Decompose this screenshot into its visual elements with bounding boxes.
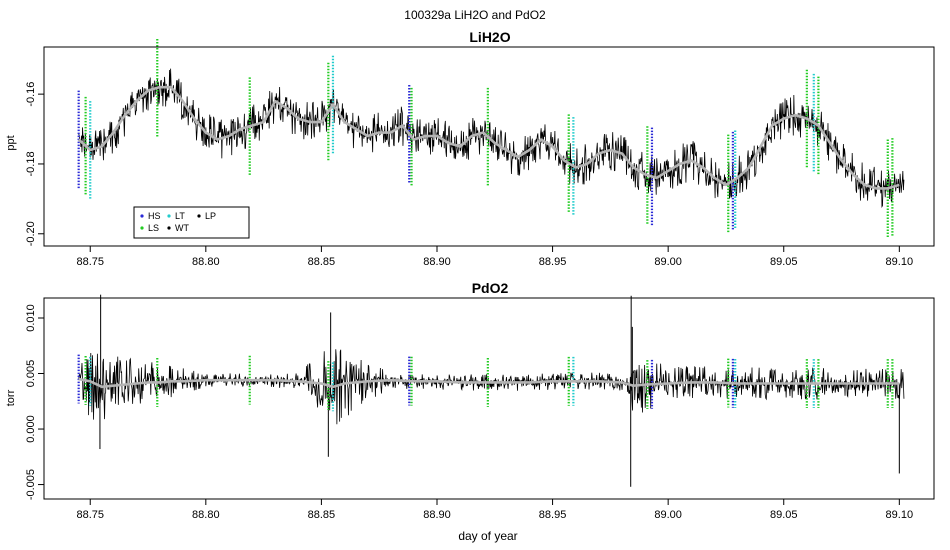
- x-tick-label: 88.80: [192, 256, 220, 268]
- legend-symbol-lt: [167, 214, 171, 218]
- x-tick-label: 89.10: [886, 509, 914, 521]
- smoothed-series-line: [78, 377, 900, 389]
- x-tick-label: 88.75: [76, 256, 104, 268]
- pdo2-panel: PdO2 torr 88.75 88.80 88.85 88.90 88.95 89.00…: [5, 280, 935, 521]
- legend-label-wt: WT: [175, 223, 189, 233]
- x-tick-label: 88.95: [539, 509, 567, 521]
- pdo2-data-layer: [77, 294, 905, 487]
- legend-symbol-wt: [167, 226, 171, 230]
- x-tick-label: 89.05: [770, 256, 798, 268]
- x-tick-label: 88.85: [308, 256, 336, 268]
- x-tick-label: 89.10: [886, 256, 914, 268]
- x-tick-label: 88.90: [423, 509, 451, 521]
- lih2o-title: LiH2O: [469, 29, 510, 45]
- y-tick-label: 0.005: [25, 360, 37, 388]
- x-tick-label: 89.00: [654, 256, 682, 268]
- x-axis-label: day of year: [458, 529, 517, 543]
- lih2o-data-layer: [77, 38, 905, 238]
- lih2o-ylabel: ppt: [5, 135, 17, 150]
- y-tick-label: 0.010: [25, 304, 37, 332]
- lih2o-panel: LiH2O ppt 88.75 88.80 88.85 88.90 88.95 89.00…: [5, 29, 935, 268]
- x-tick-label: 88.85: [308, 509, 336, 521]
- pdo2-axes: 88.75 88.80 88.85 88.90 88.95 89.00 89.05 89.10…: [25, 304, 913, 521]
- legend-symbol-lp: [197, 214, 201, 218]
- x-tick-label: 88.80: [192, 509, 220, 521]
- x-tick-label: 89.00: [654, 509, 682, 521]
- legend-label-ls: LS: [148, 223, 159, 233]
- legend-box: [133, 206, 250, 239]
- x-tick-label: 88.95: [539, 256, 567, 268]
- legend-label-lt: LT: [175, 211, 185, 221]
- raw-signal-line: [78, 349, 905, 425]
- lih2o-legend: HS LS LT WT LP: [133, 206, 250, 239]
- y-tick-label: -0.18: [25, 151, 37, 176]
- legend-label-hs: HS: [148, 211, 161, 221]
- legend-symbol-ls: [140, 226, 144, 230]
- x-tick-label: 88.90: [423, 256, 451, 268]
- smoothed-series-line: [77, 85, 900, 190]
- pdo2-title: PdO2: [472, 280, 509, 296]
- legend-label-lp: LP: [205, 211, 216, 221]
- legend-symbol-hs: [140, 214, 144, 218]
- raw-signal-line: [78, 68, 905, 208]
- y-tick-label: -0.20: [25, 221, 37, 246]
- pdo2-ylabel: torr: [5, 389, 17, 406]
- x-tick-label: 89.05: [770, 509, 798, 521]
- x-tick-label: 88.75: [76, 509, 104, 521]
- y-tick-label: -0.005: [25, 469, 37, 500]
- y-tick-label: -0.16: [25, 82, 37, 107]
- y-tick-label: 0.000: [25, 415, 37, 443]
- page-title: 100329a LiH2O and PdO2: [404, 8, 546, 22]
- lih2o-axes: 88.75 88.80 88.85 88.90 88.95 89.00 89.05 89.10…: [25, 82, 913, 268]
